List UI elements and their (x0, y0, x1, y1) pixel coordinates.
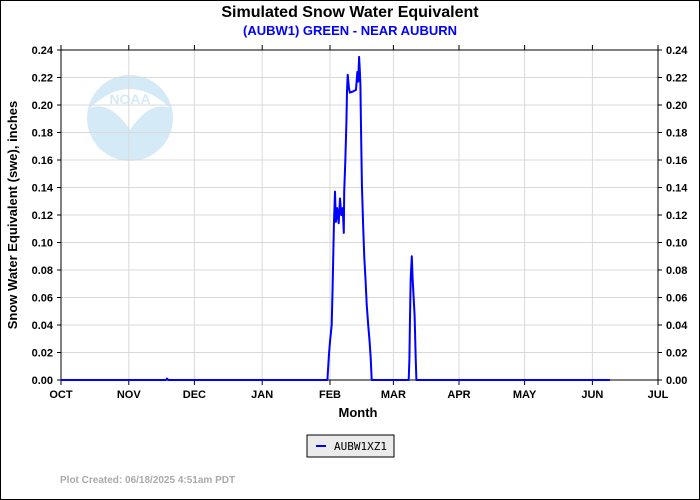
series-line-aubw1xz1 (61, 55, 610, 381)
y-tick-label-right: 0.22 (666, 73, 687, 85)
y-tick-label-left: 0.10 (32, 238, 53, 250)
y-tick-label-right: 0.14 (666, 183, 688, 195)
y-tick-label-left: 0.16 (32, 155, 53, 167)
x-tick-label: APR (447, 389, 470, 401)
y-tick-label-right: 0.24 (666, 45, 688, 57)
y-tick-label-right: 0.20 (666, 100, 687, 112)
y-tick-label-right: 0.00 (666, 375, 687, 387)
y-tick-label-left: 0.00 (32, 375, 53, 387)
chart-subtitle: (AUBW1) GREEN - NEAR AUBURN (243, 23, 457, 38)
y-tick-label-left: 0.14 (32, 183, 54, 195)
y-tick-label-left: 0.02 (32, 348, 53, 360)
x-tick-label: OCT (49, 389, 73, 401)
noaa-logo-watermark: NOAA (87, 75, 173, 161)
plot-created-text: Plot Created: 06/18/2025 4:51am PDT (60, 475, 235, 486)
y-tick-label-right: 0.04 (666, 320, 688, 332)
x-tick-label: MAY (513, 389, 537, 401)
y-tick-label-left: 0.12 (32, 210, 53, 222)
y-tick-label-left: 0.18 (32, 128, 53, 140)
y-tick-label-right: 0.06 (666, 293, 687, 305)
x-tick-label: MAR (381, 389, 406, 401)
x-tick-label: JAN (251, 389, 273, 401)
legend: AUBW1XZ1 (306, 434, 395, 458)
y-tick-label-right: 0.02 (666, 348, 687, 360)
y-tick-label-left: 0.20 (32, 100, 53, 112)
y-tick-label-right: 0.18 (666, 128, 687, 140)
y-tick-label-left: 0.04 (32, 320, 54, 332)
x-axis-label: Month (339, 405, 378, 420)
y-tick-label-left: 0.06 (32, 293, 53, 305)
y-tick-label-right: 0.08 (666, 265, 687, 277)
legend-label: AUBW1XZ1 (334, 440, 387, 453)
x-tick-label: JUN (581, 389, 603, 401)
chart-title: Simulated Snow Water Equivalent (221, 4, 479, 21)
y-tick-label-right: 0.16 (666, 155, 687, 167)
y-tick-label-left: 0.08 (32, 265, 53, 277)
svg-text:NOAA: NOAA (109, 91, 150, 107)
y-tick-label-left: 0.22 (32, 73, 53, 85)
y-tick-label-left: 0.24 (32, 45, 54, 57)
x-tick-label: NOV (117, 389, 142, 401)
y-tick-label-right: 0.12 (666, 210, 687, 222)
y-tick-label-right: 0.10 (666, 238, 687, 250)
x-tick-label: JUL (648, 389, 669, 401)
x-tick-label: FEB (319, 389, 341, 401)
x-tick-label: DEC (183, 389, 206, 401)
y-axis-label: Snow Water Equivalent (swe), inches (5, 101, 20, 330)
